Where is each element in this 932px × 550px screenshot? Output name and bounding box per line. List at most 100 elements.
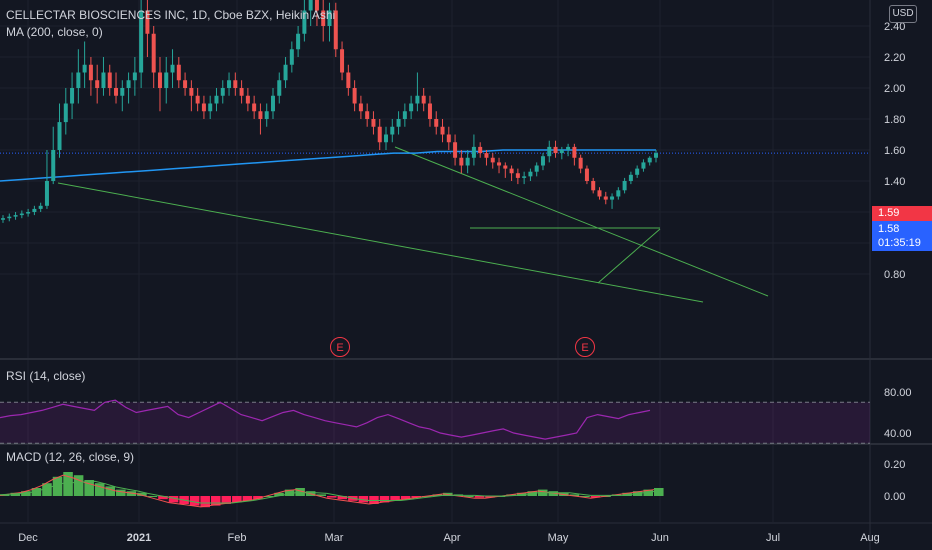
macd-bar — [105, 486, 116, 496]
candle-body — [522, 176, 527, 178]
macd-bar — [485, 496, 495, 498]
candle-body — [195, 95, 200, 104]
rsi-series-line — [0, 399, 651, 440]
candles — [1, 0, 658, 223]
candle-body — [377, 126, 382, 143]
candle-body — [459, 157, 464, 166]
candle-body — [114, 88, 119, 96]
candle-body — [227, 80, 232, 88]
candle-body — [126, 80, 131, 88]
candle-body — [51, 150, 56, 181]
candle-body — [120, 88, 125, 96]
candle-body — [38, 205, 43, 209]
candle-body — [76, 72, 81, 88]
candle-body — [139, 10, 144, 73]
macd-bar — [316, 494, 326, 496]
candle-body — [528, 171, 533, 177]
candle-body — [333, 10, 338, 50]
macd-bar — [73, 475, 84, 496]
candle-body — [622, 181, 627, 191]
candle-body — [484, 153, 489, 158]
macd-bar — [84, 480, 94, 496]
chart-title: CELLECTAR BIOSCIENCES INC, 1D, Cboe BZX,… — [6, 8, 336, 22]
macd-bar — [253, 496, 263, 500]
candle-body — [427, 103, 432, 119]
macd-bar — [390, 496, 400, 501]
macd-bar — [654, 488, 664, 496]
macd-bar — [63, 472, 73, 496]
macd-bar — [221, 496, 232, 504]
time-axis[interactable]: Dec 2021 Feb Mar Apr May Jun Jul Aug — [18, 532, 880, 544]
macd-bar — [358, 496, 369, 503]
price-tick-label: 0.80 — [884, 269, 905, 281]
candle-body — [584, 168, 589, 181]
candle-body — [132, 72, 137, 81]
candle-body — [509, 168, 514, 174]
candle-body — [578, 157, 583, 169]
rsi-tick-label: 80.00 — [884, 387, 912, 399]
macd-bar — [274, 492, 284, 496]
time-tick-label: Jun — [651, 532, 669, 544]
candle-body — [252, 103, 257, 112]
ma-line — [0, 149, 656, 182]
candle-body — [402, 111, 407, 119]
macd-bar — [337, 496, 348, 500]
candle-body — [358, 103, 363, 112]
candle-body — [7, 216, 12, 219]
rsi-tick-label: 40.00 — [884, 428, 912, 440]
candle-body — [321, 10, 326, 26]
candle-body — [572, 146, 577, 158]
candle-body — [603, 196, 608, 200]
candle-body — [258, 111, 263, 119]
candle-body — [440, 126, 445, 135]
macd-bar — [168, 496, 179, 503]
macd-bar — [42, 483, 52, 496]
macd-bar — [590, 496, 601, 498]
last-price-tag: 1.58 01:35:19 — [872, 221, 932, 251]
candle-body — [421, 95, 426, 104]
candle-body — [553, 146, 558, 154]
current-price-tag: 1.59 — [872, 206, 932, 221]
candle-body — [371, 119, 376, 127]
time-tick-label: Feb — [228, 532, 247, 544]
candle-body — [107, 72, 112, 88]
macd-bar — [200, 496, 210, 508]
macd-bar — [189, 496, 200, 506]
ma-200-line — [0, 149, 656, 182]
trendline-resistance — [394, 146, 769, 297]
macd-bar — [580, 496, 590, 497]
rsi-band — [0, 401, 870, 444]
candle-body — [327, 10, 332, 26]
candle-body — [57, 122, 62, 150]
candle-body — [183, 80, 188, 88]
candle-body — [277, 80, 282, 96]
time-tick-label: Aug — [860, 532, 880, 544]
macd-bar — [10, 492, 21, 496]
macd-bar — [263, 496, 274, 497]
macd-bar — [284, 489, 295, 496]
candle-body — [239, 88, 244, 96]
candle-body — [559, 150, 564, 154]
earnings-marker-icon[interactable]: E — [575, 337, 595, 357]
currency-badge[interactable]: USD — [889, 5, 917, 23]
macd-bar — [210, 496, 221, 506]
candle-body — [616, 190, 621, 197]
macd-tick-label: 0.20 — [884, 459, 905, 471]
macd-bar — [232, 496, 242, 503]
trendline-support — [57, 182, 704, 303]
price-axis[interactable]: 3.002.802.602.402.202.001.801.601.401.20… — [884, 0, 912, 503]
candle-body — [63, 103, 68, 123]
macd-bar — [474, 496, 485, 498]
candle-body — [453, 142, 458, 158]
macd-bar — [379, 496, 390, 503]
macd-bar — [158, 496, 168, 500]
candle-body — [471, 146, 476, 158]
earnings-marker-icon[interactable]: E — [330, 337, 350, 357]
candle-body — [170, 64, 175, 73]
candle-body — [201, 103, 206, 112]
candle-body — [220, 88, 225, 96]
candle-body — [503, 165, 508, 169]
candle-body — [95, 80, 100, 88]
candle-body — [490, 157, 495, 163]
